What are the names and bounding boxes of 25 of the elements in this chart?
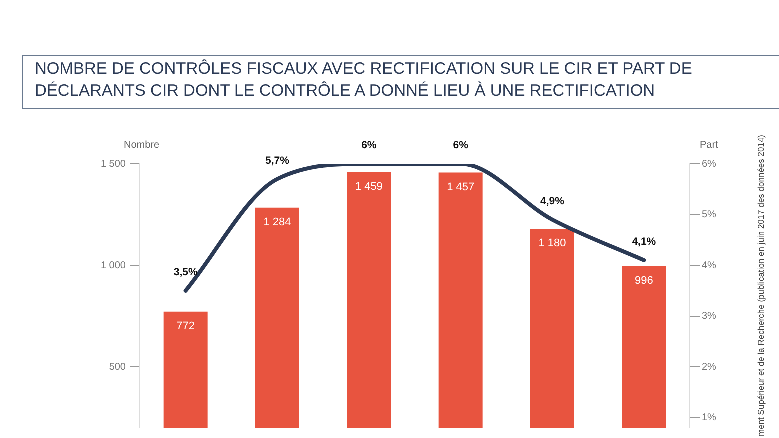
y2-axis-title: Part: [700, 140, 719, 151]
text: ment Supérieur et de la Recherche (publication en juin 2017 des données 2014): [756, 134, 766, 436]
data-label: 5,7%: [266, 154, 290, 167]
y2-tick-label: 1%: [702, 412, 717, 424]
y2-tick-label: 3%: [702, 311, 717, 322]
data-label: 1 459: [355, 180, 383, 193]
y2-tick-label: 4%: [702, 260, 717, 272]
data-label: 1 457: [447, 181, 475, 194]
y-tick-label: 1 000: [100, 260, 126, 272]
data-label: 6%: [453, 140, 470, 152]
y2-tick-label: 5%: [702, 210, 717, 221]
y-tick-label: 500: [109, 362, 126, 373]
y-tick-label: 1 500: [100, 158, 126, 170]
y-axis-title: Nombre: [124, 140, 160, 151]
chart-title: NOMBRE DE CONTRÔLES FISCAUX AVEC RECTIFICATION SUR LE CIR ET PART DE DÉCLARANTS CIR DONT LE CONTRÔLE A DONNÉ LIEU À UNE RECTIFICATION: [22, 55, 779, 109]
data-label: 1 284: [264, 216, 292, 228]
data-label: 6%: [362, 140, 378, 152]
data-label: 1 180: [538, 238, 566, 250]
data-label: 3,5%: [174, 266, 198, 279]
data-label: 996: [634, 274, 654, 287]
data-label: 772: [176, 320, 196, 332]
data-label: 4,9%: [540, 195, 566, 208]
y2-tick-label: 6%: [702, 158, 717, 170]
data-label: 4,1%: [632, 236, 657, 248]
y2-tick-label: 2%: [702, 362, 717, 373]
